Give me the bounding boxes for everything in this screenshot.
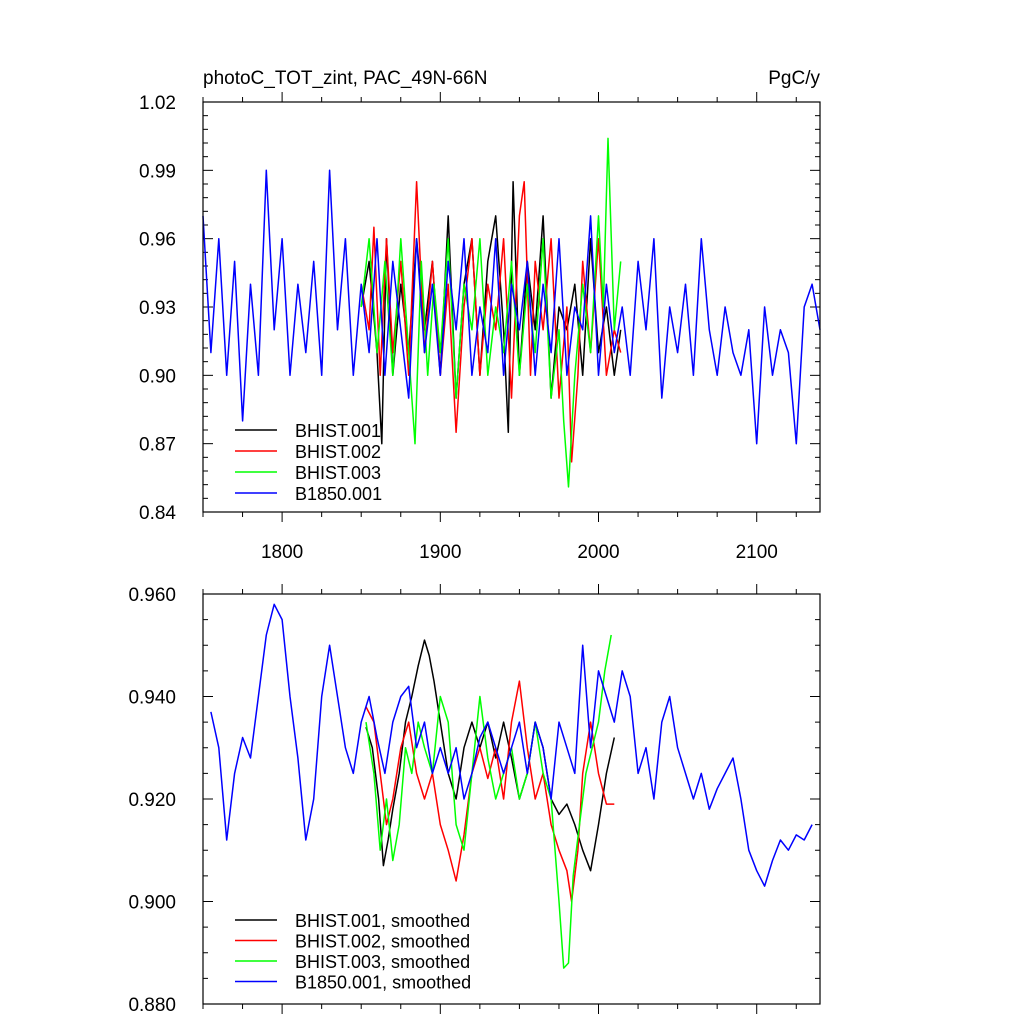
x-tick-label: 2100: [736, 542, 778, 563]
y-tick-label: 0.960: [128, 585, 176, 606]
y-tick-label: 0.90: [139, 366, 176, 387]
y-tick-label: 0.880: [128, 995, 176, 1016]
series-line-2: [365, 680, 615, 903]
legend-label: BHIST.003, smoothed: [295, 952, 470, 972]
y-tick-label: 1.02: [139, 93, 176, 114]
y-tick-label: 0.920: [128, 790, 176, 811]
series-line-3: [365, 634, 612, 969]
top-chart-title: photoC_TOT_zint, PAC_49N-66N: [203, 68, 487, 89]
bottom-chart-ticks: 0.880 0.900 0.920 0.940 0.960: [128, 584, 820, 1016]
top-chart-frame: [202, 101, 821, 513]
legend-label: BHIST.001, smoothed: [295, 911, 470, 931]
y-tick-label: 0.99: [139, 161, 176, 182]
x-tick-label: 2000: [577, 542, 619, 563]
x-tick-label: 1800: [261, 542, 303, 563]
top-chart-units: PgC/y: [768, 68, 820, 89]
legend-label: BHIST.003: [295, 463, 381, 483]
top-chart-ticks: 0.84 0.87 0.90 0.93 0.96 0.99 1.02 1800 1900 2000…: [139, 92, 820, 563]
legend-label: BHIST.002, smoothed: [295, 932, 470, 952]
y-tick-label: 0.96: [139, 230, 176, 251]
y-tick-label: 0.940: [128, 688, 176, 709]
series-line-1: [360, 180, 622, 445]
legend-label: BHIST.001: [295, 421, 381, 441]
y-tick-label: 0.84: [139, 503, 176, 524]
y-tick-label: 0.87: [139, 435, 176, 456]
y-tick-label: 0.93: [139, 298, 176, 319]
bottom-chart-series: [210, 603, 813, 969]
y-tick-label: 0.900: [128, 893, 176, 914]
top-chart-panel: photoC_TOT_zint, PAC_49N-66N PgC/y 0.840…: [139, 68, 821, 563]
bottom-chart-panel: 0.880 0.900 0.920 0.940 0.960 BHIST.001, smo…: [128, 584, 821, 1016]
top-chart-series: [202, 137, 821, 488]
legend-label: BHIST.002: [295, 442, 381, 462]
x-tick-label: 1900: [419, 542, 461, 563]
series-line-2: [360, 180, 622, 463]
bottom-chart-frame: [202, 593, 821, 1005]
legend-label: B1850.001, smoothed: [295, 973, 471, 993]
series-line-3: [360, 137, 622, 488]
series-line-4: [202, 169, 821, 445]
legend-label: B1850.001: [295, 484, 382, 504]
series-line-4: [210, 603, 813, 887]
